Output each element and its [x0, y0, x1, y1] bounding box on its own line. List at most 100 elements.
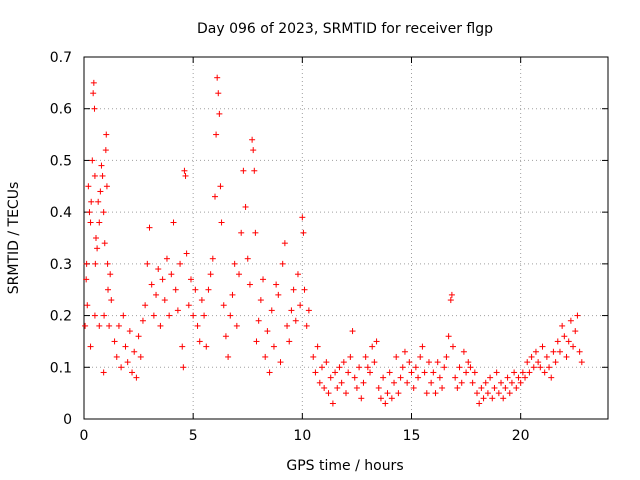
- data-point: [218, 219, 225, 226]
- data-point: [506, 390, 513, 397]
- y-tick-label: 0: [63, 412, 72, 428]
- data-point: [439, 384, 446, 391]
- data-point: [203, 343, 210, 350]
- data-point: [362, 353, 369, 360]
- data-point: [126, 328, 133, 335]
- data-point: [179, 343, 186, 350]
- data-point: [95, 198, 102, 205]
- data-point: [104, 260, 111, 267]
- data-point: [98, 162, 105, 169]
- data-point: [334, 384, 341, 391]
- data-point: [397, 374, 404, 381]
- data-point: [318, 364, 325, 371]
- data-point: [135, 333, 142, 340]
- data-point: [198, 297, 205, 304]
- data-point: [373, 338, 380, 345]
- data-point: [567, 317, 574, 324]
- data-point: [190, 312, 197, 319]
- data-point: [528, 353, 535, 360]
- data-point: [412, 364, 419, 371]
- data-point: [423, 390, 430, 397]
- data-point: [122, 343, 129, 350]
- data-point: [163, 255, 170, 262]
- data-point: [367, 369, 374, 376]
- data-point: [257, 297, 264, 304]
- x-tick-label: 0: [80, 428, 89, 444]
- data-point: [349, 328, 356, 335]
- data-point: [432, 390, 439, 397]
- data-point: [100, 209, 107, 216]
- data-point: [502, 384, 509, 391]
- data-point: [93, 235, 100, 241]
- data-point: [292, 317, 299, 324]
- data-point: [559, 322, 566, 329]
- x-tick-label: 15: [403, 428, 421, 444]
- data-point: [250, 147, 257, 154]
- data-point: [268, 307, 275, 314]
- data-point: [480, 395, 487, 402]
- data-point: [170, 219, 177, 226]
- data-point: [384, 390, 391, 397]
- data-point: [519, 369, 526, 376]
- data-point: [340, 359, 347, 366]
- chart-title: Day 096 of 2023, SRMTID for receiver flg…: [197, 21, 493, 37]
- data-point: [550, 348, 557, 355]
- y-tick-label: 0.7: [50, 50, 72, 66]
- y-tick-label: 0.4: [50, 205, 72, 221]
- data-point: [336, 364, 343, 371]
- data-point: [543, 353, 550, 360]
- data-point: [524, 359, 531, 366]
- x-tick-label: 20: [512, 428, 530, 444]
- data-point: [377, 395, 384, 402]
- data-point: [251, 167, 258, 174]
- data-point: [460, 348, 467, 355]
- data-point: [87, 343, 94, 350]
- data-point: [406, 359, 413, 366]
- data-point: [174, 307, 181, 314]
- data-point: [410, 384, 417, 391]
- data-point: [305, 307, 312, 314]
- y-tick-label: 0.3: [50, 257, 72, 273]
- data-point: [222, 333, 229, 340]
- y-tick-label: 0.5: [50, 153, 72, 169]
- data-point: [264, 328, 271, 335]
- data-point: [441, 364, 448, 371]
- data-point: [421, 369, 428, 376]
- data-point: [556, 348, 563, 355]
- data-point: [94, 245, 101, 252]
- data-point: [236, 271, 243, 278]
- data-point: [487, 374, 494, 381]
- data-point: [364, 364, 371, 371]
- data-point: [434, 359, 441, 366]
- data-point: [105, 286, 112, 293]
- data-point: [279, 260, 286, 267]
- data-point: [168, 271, 175, 278]
- data-point: [91, 312, 98, 319]
- data-point: [209, 255, 216, 262]
- data-point: [118, 364, 125, 371]
- data-point: [124, 359, 131, 366]
- data-point: [456, 364, 463, 371]
- data-point: [214, 74, 221, 81]
- data-point: [504, 374, 511, 381]
- data-point: [249, 136, 256, 143]
- data-point: [323, 359, 330, 366]
- data-point: [380, 374, 387, 381]
- x-axis-label: GPS time / hours: [286, 458, 403, 474]
- data-point: [187, 276, 194, 283]
- data-point: [260, 276, 267, 283]
- data-point: [231, 260, 238, 267]
- x-tick-label: 10: [293, 428, 311, 444]
- data-point: [284, 322, 291, 329]
- data-point: [393, 353, 400, 360]
- data-point: [220, 302, 227, 309]
- data-point: [316, 379, 323, 386]
- data-point: [314, 343, 321, 350]
- data-point: [150, 312, 157, 319]
- data-point: [133, 374, 140, 381]
- data-point: [275, 291, 282, 298]
- data-point: [513, 384, 520, 391]
- data-point: [471, 369, 478, 376]
